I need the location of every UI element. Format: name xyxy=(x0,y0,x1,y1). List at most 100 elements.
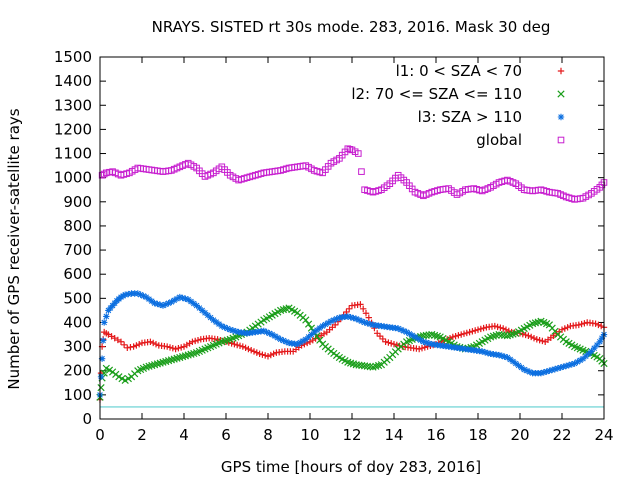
data-point-interp xyxy=(137,291,144,298)
data-point-interp xyxy=(316,324,323,332)
data-point xyxy=(474,326,482,333)
data-point xyxy=(411,333,419,341)
data-point-interp xyxy=(421,344,428,351)
data-point xyxy=(390,340,398,348)
data-point-interp xyxy=(271,332,279,340)
data-point-interp xyxy=(274,334,281,341)
data-point xyxy=(101,319,108,326)
data-point-interp xyxy=(355,361,363,369)
data-point-interp xyxy=(207,314,214,321)
data-point-interp xyxy=(484,349,491,357)
data-point-interp xyxy=(283,338,290,345)
data-point-interp xyxy=(171,297,178,304)
legend-label: l3: SZA > 110 xyxy=(418,108,522,126)
data-point-interp xyxy=(367,320,374,328)
data-point xyxy=(164,343,171,350)
data-point-interp xyxy=(578,320,585,328)
data-point-interp xyxy=(494,323,501,331)
data-point xyxy=(327,318,335,325)
data-point-interp xyxy=(192,337,199,345)
data-point-interp xyxy=(173,295,181,302)
data-point-interp xyxy=(304,320,313,328)
data-point-interp xyxy=(267,351,274,359)
data-point xyxy=(575,321,582,329)
data-point-interp xyxy=(561,325,568,332)
data-point xyxy=(344,313,351,320)
data-point xyxy=(98,355,106,362)
data-point-interp xyxy=(526,368,533,376)
data-point xyxy=(117,338,125,345)
data-point-interp xyxy=(236,342,244,349)
data-point xyxy=(360,362,369,370)
legend: l1: 0 < SZA < 70 l2: 70 <= SZA <= 110 l3: … xyxy=(351,62,565,149)
data-point xyxy=(403,328,410,336)
data-point-interp xyxy=(245,345,252,353)
data-point xyxy=(479,348,486,355)
x-tick-label: 14 xyxy=(384,426,403,444)
data-point-interp xyxy=(148,297,155,305)
legend-label: global xyxy=(476,131,522,149)
data-point xyxy=(546,367,553,374)
data-point-interp xyxy=(417,336,424,344)
data-point-interp xyxy=(224,325,231,332)
data-point xyxy=(122,291,129,298)
data-point-interp xyxy=(551,365,559,373)
data-point xyxy=(260,327,267,335)
data-point-interp xyxy=(498,331,506,339)
data-point-interp xyxy=(196,304,203,312)
data-point xyxy=(269,331,276,338)
data-point-interp xyxy=(190,300,197,307)
chart-title: NRAYS. SISTED rt 30s mode. 283, 2016. Ma… xyxy=(152,18,551,36)
data-point xyxy=(571,360,578,367)
data-point-interp xyxy=(364,320,371,327)
y-tick-label: 1000 xyxy=(54,169,92,187)
data-point-interp xyxy=(270,350,277,358)
data-point-interp xyxy=(169,345,176,352)
y-tick-label: 600 xyxy=(63,265,92,283)
data-point-interp xyxy=(568,361,575,368)
data-point-interp xyxy=(543,368,550,375)
data-point xyxy=(361,319,368,326)
y-tick-label: 500 xyxy=(63,289,92,307)
data-point xyxy=(264,353,272,360)
data-point xyxy=(294,340,301,348)
data-point-interp xyxy=(498,352,505,360)
data-point-interp xyxy=(502,326,510,333)
data-point-interp xyxy=(99,337,107,344)
data-point-interp xyxy=(308,331,315,338)
data-point xyxy=(592,320,599,327)
data-point-interp xyxy=(366,363,374,371)
x-tick-label: 8 xyxy=(263,426,273,444)
data-point xyxy=(344,145,352,153)
y-tick-label: 100 xyxy=(63,386,92,404)
y-tick-label: 300 xyxy=(63,338,92,356)
data-point-interp xyxy=(213,318,220,326)
y-axis-label: Number of GPS receiver-satellite rays xyxy=(5,108,23,389)
data-point xyxy=(189,338,196,345)
data-point-interp xyxy=(477,325,484,333)
data-point xyxy=(579,355,587,362)
data-point xyxy=(256,350,263,358)
data-point xyxy=(134,290,141,297)
data-point-interp xyxy=(305,333,312,341)
data-point xyxy=(193,302,200,309)
data-point-interp xyxy=(463,329,470,337)
data-point xyxy=(185,296,192,303)
data-point xyxy=(130,343,137,350)
x-tick-label: 18 xyxy=(468,426,487,444)
data-point-interp xyxy=(120,341,128,348)
data-point-interp xyxy=(406,330,413,337)
data-point-interp xyxy=(360,305,367,312)
data-point xyxy=(302,316,310,324)
x-tick-label: 0 xyxy=(95,426,105,444)
data-point-interp xyxy=(497,324,504,331)
y-tick-label: 200 xyxy=(63,362,92,380)
data-point-interp xyxy=(307,324,316,332)
data-point-interp xyxy=(175,345,182,352)
data-point-interp xyxy=(518,364,525,371)
data-point xyxy=(563,362,570,370)
data-point xyxy=(466,328,473,336)
data-point-interp xyxy=(452,332,459,340)
data-point xyxy=(218,322,225,330)
data-point xyxy=(332,321,339,329)
